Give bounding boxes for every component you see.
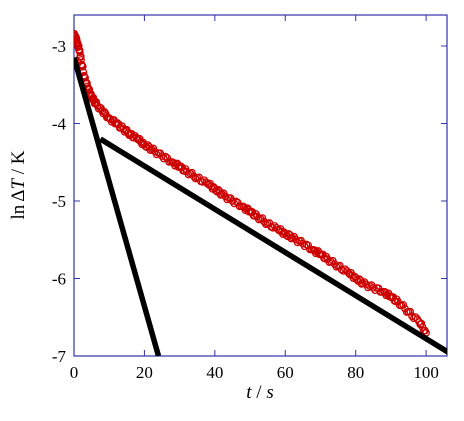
x-tick-label: 0 xyxy=(70,363,79,382)
data-point xyxy=(399,301,408,309)
series-layer xyxy=(74,29,447,356)
data-point xyxy=(152,150,161,159)
data-point xyxy=(381,288,389,296)
x-axis-label-unit: s xyxy=(266,382,273,403)
y-tick-label: -7 xyxy=(52,347,67,366)
y-axis-label-unit: K xyxy=(8,150,29,164)
axis-ticks xyxy=(73,15,447,357)
y-axis-label-var: T xyxy=(8,178,29,190)
data-point xyxy=(161,152,170,161)
fit-line-2 xyxy=(98,136,447,355)
data-point xyxy=(76,48,84,57)
y-tick-label: -4 xyxy=(52,115,67,134)
y-axis-label-prefix: ln xyxy=(8,204,29,219)
data-point xyxy=(159,154,168,163)
data-point xyxy=(189,172,198,181)
x-tick-label: 40 xyxy=(206,363,223,382)
data-point xyxy=(78,62,87,71)
x-axis-label: t / s xyxy=(246,382,273,403)
x-tick-label: 60 xyxy=(277,363,294,382)
x-axis-label-var: t xyxy=(246,382,252,403)
data-point xyxy=(406,307,415,316)
x-tick-label: 20 xyxy=(136,363,153,382)
data-point xyxy=(76,52,85,61)
data-point xyxy=(77,56,85,64)
y-axis-label: ln ΔT / K xyxy=(8,150,29,219)
y-tick-label: -3 xyxy=(52,37,66,56)
fit-line-1 xyxy=(74,56,162,356)
data-point xyxy=(335,261,344,270)
data-point xyxy=(417,319,426,328)
y-axis-label-delta: Δ xyxy=(8,190,29,202)
data-point xyxy=(286,231,294,239)
x-axis-label-sep: / xyxy=(252,382,267,403)
data-point xyxy=(145,142,153,151)
data-point xyxy=(132,133,141,142)
y-axis-label-sep: / xyxy=(8,164,29,179)
data-point xyxy=(409,314,418,323)
data-point xyxy=(337,265,346,274)
x-tick-label: 80 xyxy=(347,363,364,382)
x-tick-label: 100 xyxy=(413,363,439,382)
data-point xyxy=(223,195,232,204)
data-point xyxy=(411,313,420,321)
data-point xyxy=(92,98,101,106)
axis-tick-labels: 0 20 40 60 80 100 -7 -6 -5 -4 -3 xyxy=(52,37,439,382)
y-tick-label: -6 xyxy=(52,270,66,289)
plot-frame xyxy=(73,14,448,357)
y-tick-label: -5 xyxy=(52,192,66,211)
